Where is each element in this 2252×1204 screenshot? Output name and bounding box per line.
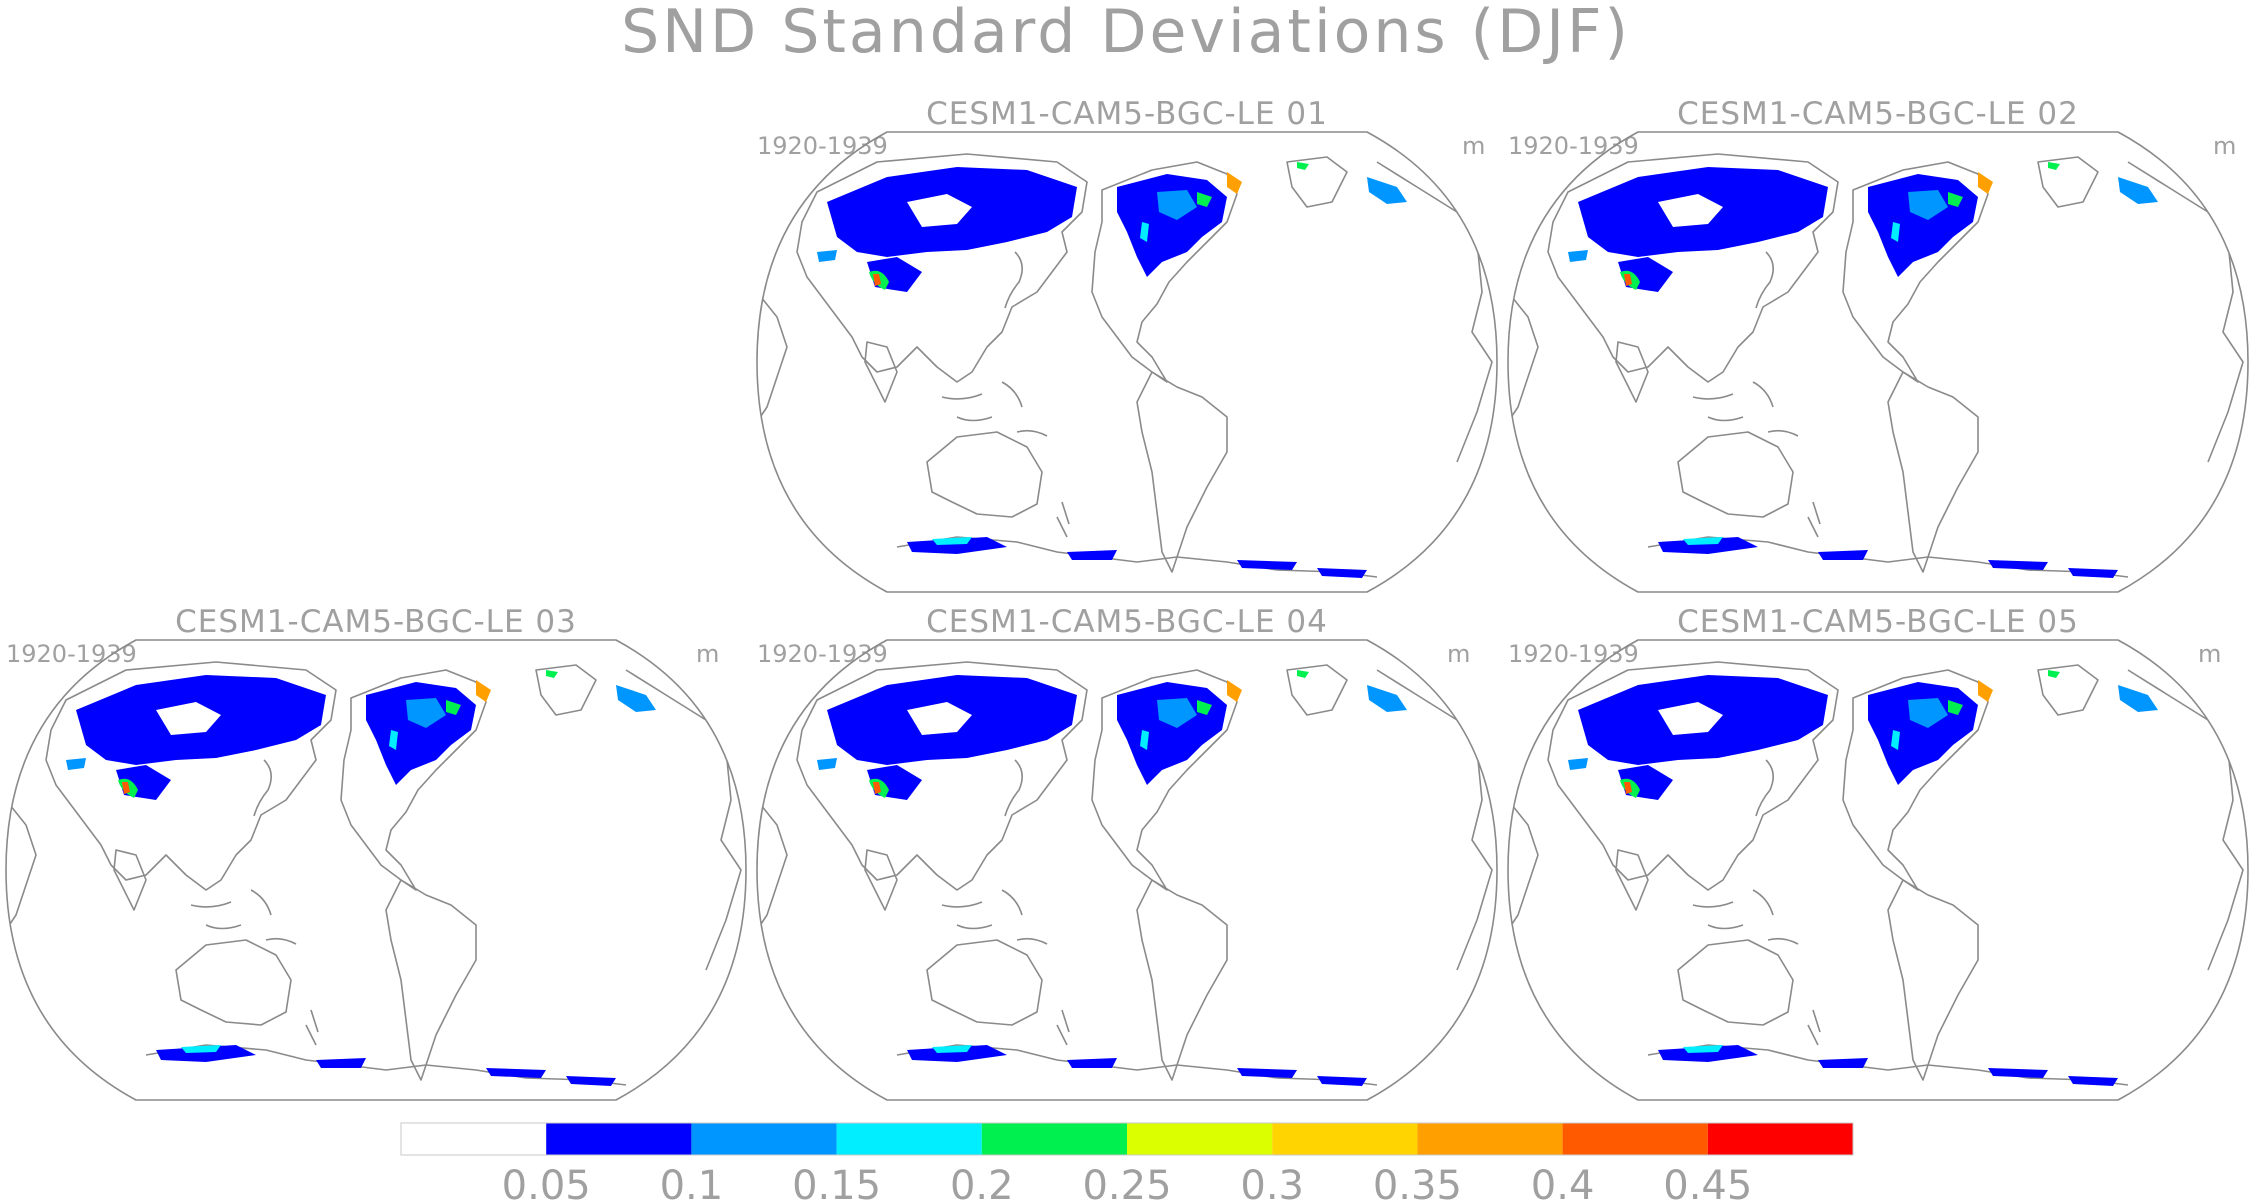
period-label: 1920-1939 — [1508, 640, 1639, 668]
colorbar-tick-label: 0.45 — [1663, 1163, 1752, 1204]
world-map — [1508, 153, 2244, 579]
map-panel-01: CESM1-CAM5-BGC-LE 01 1920-1939 m — [756, 96, 1498, 593]
map-boundary — [1507, 131, 2249, 593]
map-boundary — [5, 639, 747, 1101]
colorbar-tick-label: 0.2 — [950, 1163, 1014, 1204]
colorbar-swatch — [836, 1123, 982, 1155]
colorbar-swatch — [691, 1123, 837, 1155]
colorbar-swatch — [401, 1123, 547, 1155]
units-label: m — [2198, 640, 2221, 668]
period-label: 1920-1939 — [757, 640, 888, 668]
colorbar-swatch — [1272, 1123, 1418, 1155]
units-label: m — [1462, 132, 1485, 160]
map-boundary — [756, 131, 1498, 593]
panel-title: CESM1-CAM5-BGC-LE 04 — [926, 604, 1328, 640]
panel-title: CESM1-CAM5-BGC-LE 02 — [1677, 96, 2079, 132]
units-label: m — [1447, 640, 1470, 668]
colorbar-tick-label: 0.4 — [1531, 1163, 1595, 1204]
panel-title: CESM1-CAM5-BGC-LE 01 — [926, 96, 1328, 132]
panel-title: CESM1-CAM5-BGC-LE 03 — [175, 604, 577, 640]
colorbar-swatch — [981, 1123, 1127, 1155]
map-panel-02: CESM1-CAM5-BGC-LE 02 1920-1939 m — [1507, 96, 2249, 593]
world-map — [757, 661, 1493, 1087]
colorbar-tick-label: 0.15 — [792, 1163, 881, 1204]
colorbar-tick-label: 0.35 — [1373, 1163, 1462, 1204]
colorbar-swatch — [546, 1123, 692, 1155]
period-label: 1920-1939 — [757, 132, 888, 160]
colorbar-swatch — [1127, 1123, 1273, 1155]
world-map — [6, 661, 742, 1087]
colorbar: 0.05 0.1 0.15 0.2 0.25 0.3 0.35 0.4 0.45 — [400, 1122, 1854, 1204]
panel-title: CESM1-CAM5-BGC-LE 05 — [1677, 604, 2079, 640]
units-label: m — [2213, 132, 2236, 160]
world-map — [757, 153, 1493, 579]
colorbar-frame — [400, 1122, 1854, 1156]
units-label: m — [696, 640, 719, 668]
colorbar-tick-label: 0.3 — [1240, 1163, 1304, 1204]
map-panel-04: CESM1-CAM5-BGC-LE 04 1920-1939 m — [756, 604, 1498, 1101]
colorbar-swatch — [1562, 1123, 1708, 1155]
colorbar-tick-label: 0.1 — [660, 1163, 724, 1204]
world-map — [1508, 661, 2244, 1087]
period-label: 1920-1939 — [6, 640, 137, 668]
period-label: 1920-1939 — [1508, 132, 1639, 160]
map-boundary — [756, 639, 1498, 1101]
map-panel-05: CESM1-CAM5-BGC-LE 05 1920-1939 m — [1507, 604, 2249, 1101]
colorbar-tick-label: 0.05 — [502, 1163, 591, 1204]
map-panel-03: CESM1-CAM5-BGC-LE 03 1920-1939 m — [5, 604, 747, 1101]
colorbar-swatch — [1417, 1123, 1563, 1155]
colorbar-swatch — [1707, 1123, 1853, 1155]
colorbar-tick-label: 0.25 — [1082, 1163, 1171, 1204]
map-boundary — [1507, 639, 2249, 1101]
figure-title: SND Standard Deviations (DJF) — [621, 0, 1631, 67]
